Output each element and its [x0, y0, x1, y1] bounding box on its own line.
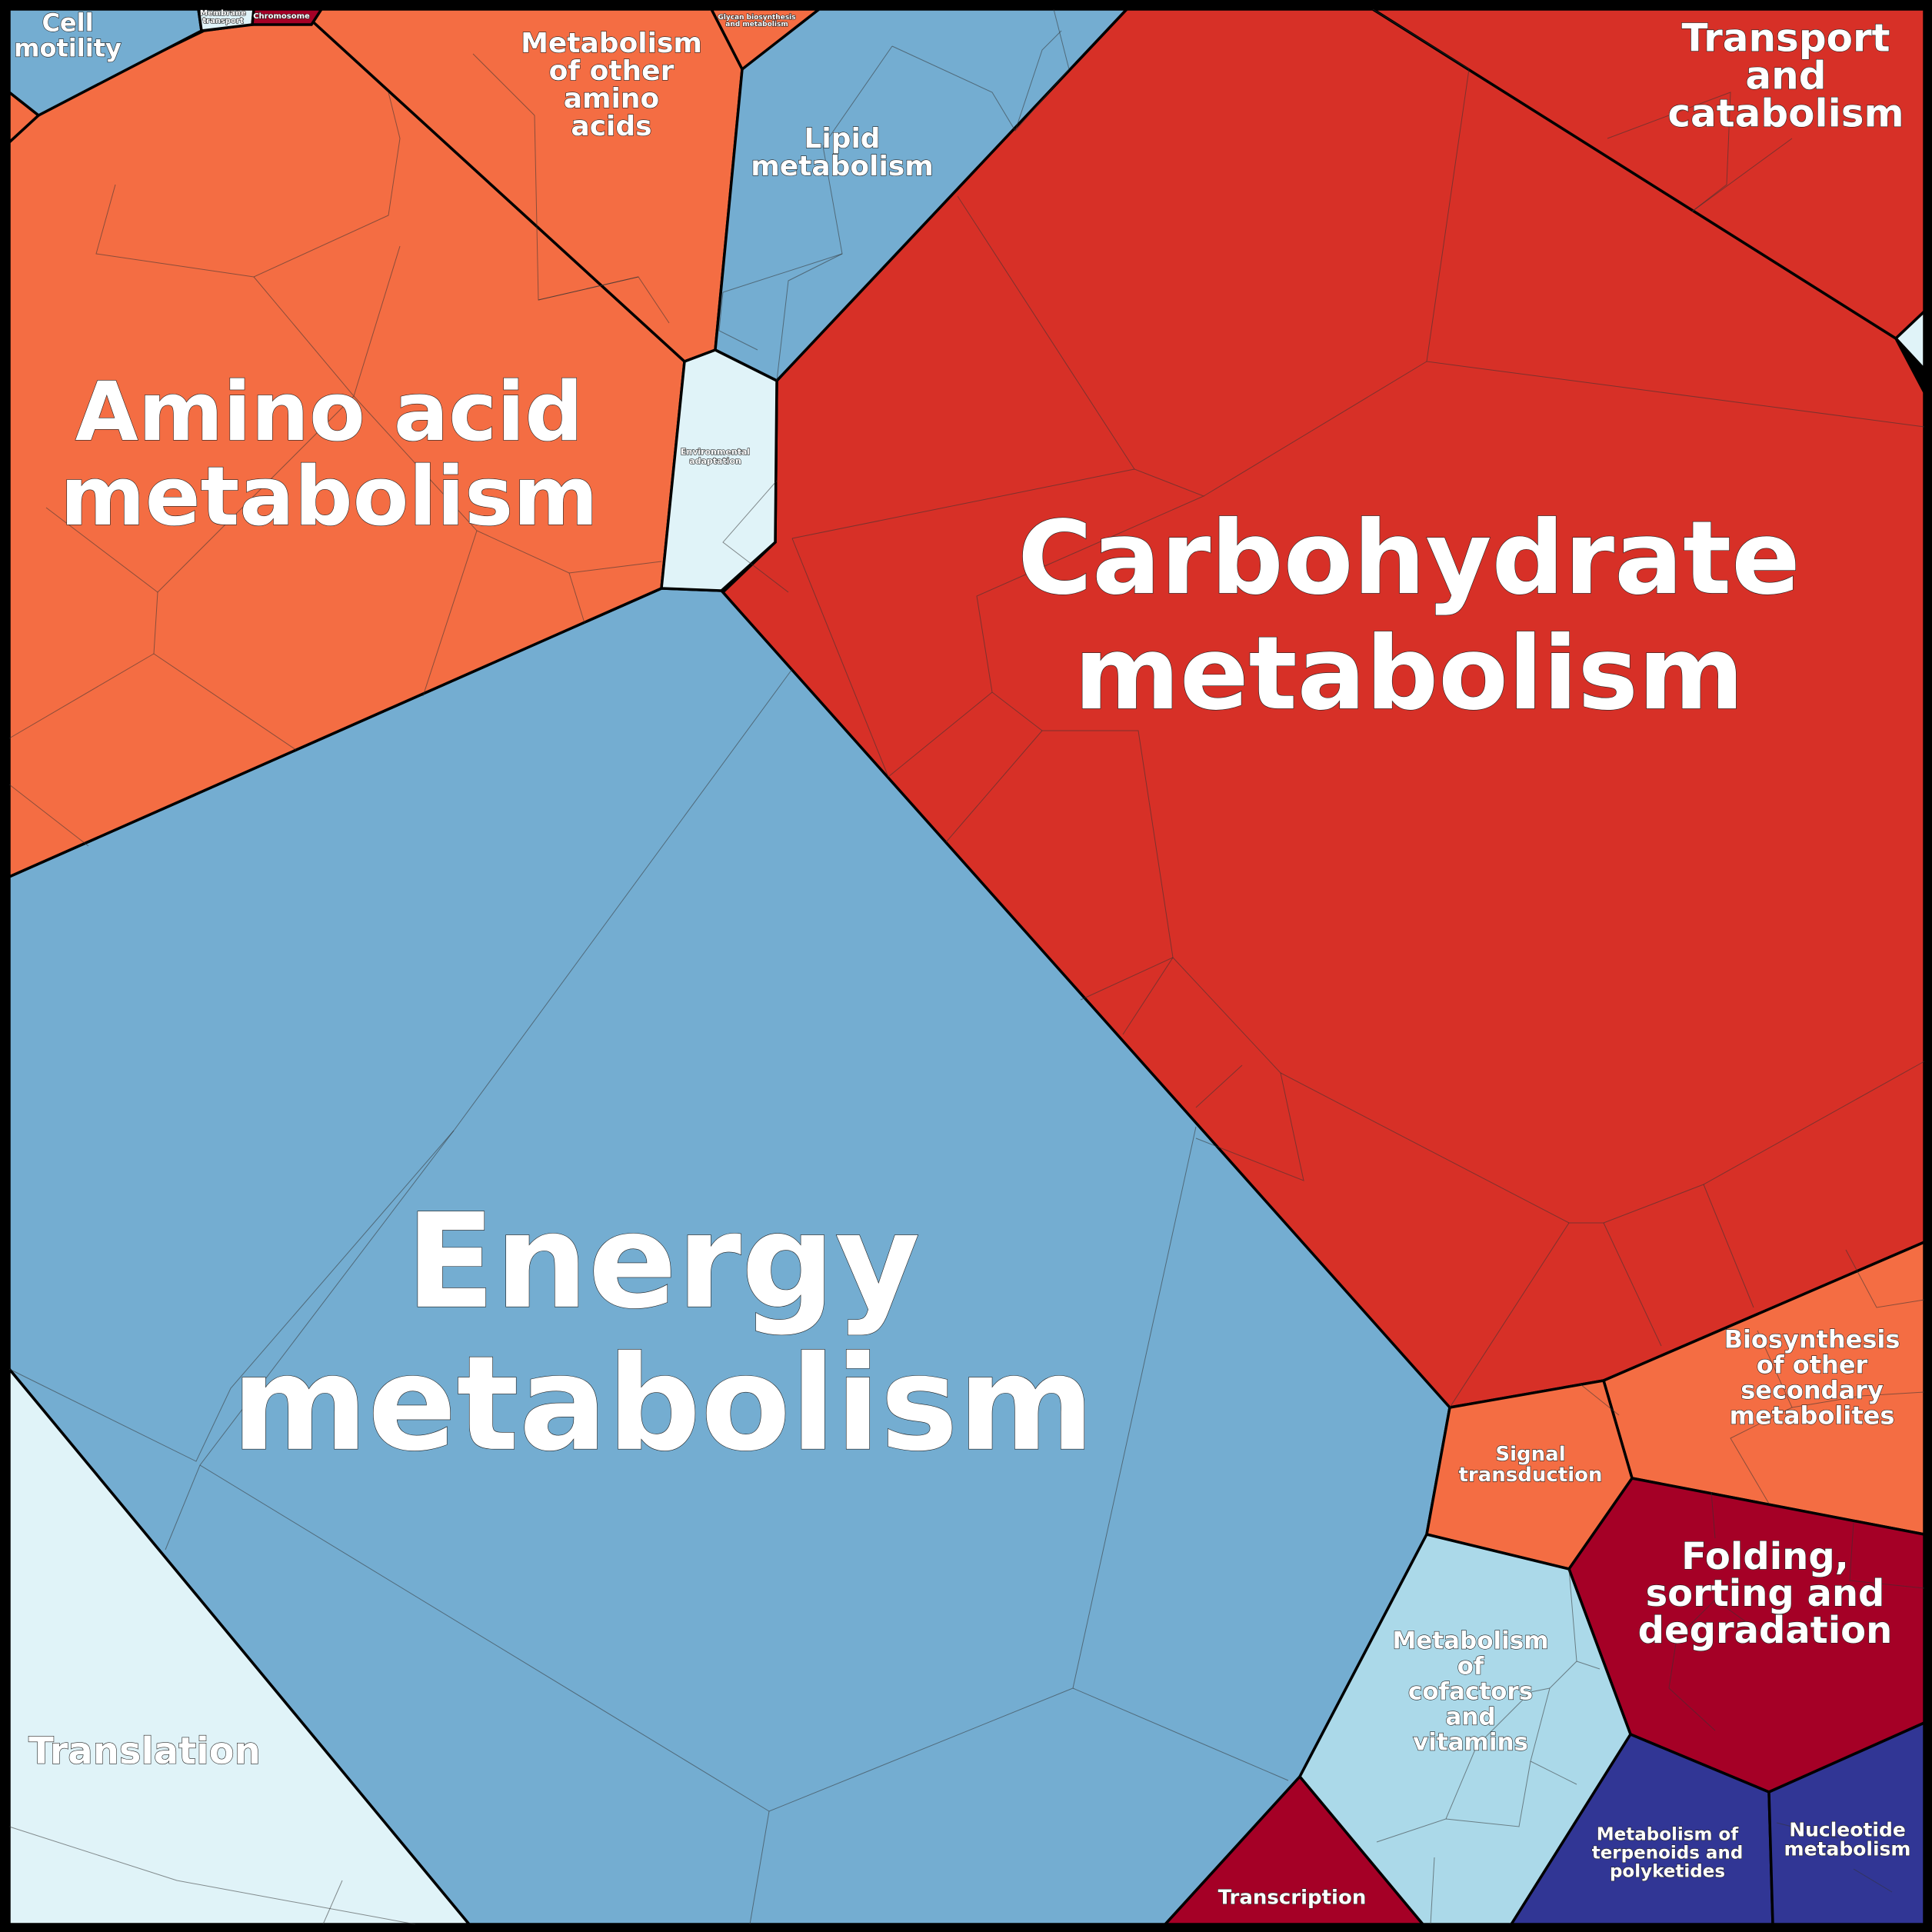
label-line: Translation: [28, 1730, 261, 1773]
label-line: of: [1457, 1653, 1484, 1681]
cell-environmental-adaptation: [660, 348, 778, 592]
label-line: Membrane: [200, 9, 246, 18]
label-environmental: Environmental adaptation: [681, 447, 750, 466]
label-lipid: Lipid metabolism: [751, 123, 934, 182]
label-line: secondary: [1740, 1376, 1884, 1405]
label-cofactors: Metabolism of cofactors and vitamins: [1392, 1627, 1548, 1757]
label-cell-motility: Cell motility: [14, 8, 122, 63]
label-line: Carbohydrate: [1018, 499, 1800, 618]
label-line: catabolism: [1667, 92, 1904, 136]
cell-cell-motility: [8, 8, 203, 118]
label-line: vitamins: [1413, 1729, 1528, 1757]
label-line: and: [1745, 54, 1826, 98]
label-line: Metabolism: [1392, 1627, 1548, 1655]
label-line: amino: [564, 83, 660, 115]
label-terpenoids: Metabolism of terpenoids and polyketides: [1592, 1825, 1744, 1882]
cell-transcription: [1162, 1774, 1426, 1926]
label-translation: Translation: [28, 1730, 261, 1773]
label-line: terpenoids and: [1592, 1844, 1744, 1864]
label-line: Transcription: [1218, 1887, 1367, 1910]
label-line: Biosynthesis: [1724, 1325, 1900, 1354]
label-line: polyketides: [1610, 1862, 1725, 1882]
label-line: Chromosome: [253, 12, 310, 21]
label-line: adaptation: [689, 456, 741, 466]
label-line: cofactors: [1408, 1678, 1533, 1706]
label-line: Energy: [406, 1186, 921, 1338]
label-energy: Energy metabolism: [232, 1186, 1094, 1481]
label-line: degradation: [1638, 1609, 1893, 1652]
label-line: metabolism: [60, 449, 598, 544]
label-line: Lipid: [804, 123, 880, 155]
label-line: of other: [549, 55, 675, 87]
label-transport: Transport and catabolism: [1667, 16, 1904, 136]
label-line: transport: [202, 17, 243, 25]
label-line: metabolism: [232, 1328, 1094, 1481]
label-signal: Signal transduction: [1458, 1443, 1602, 1487]
label-chromosome: Chromosome: [253, 12, 310, 21]
label-line: Signal: [1495, 1443, 1565, 1466]
label-glycan: Glycan biosynthesis and metabolism: [718, 14, 795, 28]
cell-glycan-biosynthesis: [709, 8, 824, 72]
label-line: Glycan biosynthesis: [718, 14, 795, 22]
label-line: metabolism: [1074, 615, 1744, 733]
label-line: Cell: [42, 8, 93, 38]
label-line: Metabolism: [521, 28, 702, 59]
label-line: Transport: [1681, 16, 1890, 61]
label-carbohydrate: Carbohydrate metabolism: [1018, 499, 1800, 733]
label-line: transduction: [1458, 1464, 1602, 1487]
label-line: Amino acid: [75, 365, 584, 459]
cell-translation: [8, 1365, 472, 1926]
label-line: metabolism: [1784, 1838, 1911, 1860]
label-line: Metabolism of: [1597, 1825, 1739, 1845]
label-other-amino: Metabolism of other amino acids: [521, 28, 702, 142]
label-line: Folding,: [1681, 1535, 1849, 1578]
label-membrane: Membrane transport: [200, 9, 246, 25]
label-amino: Amino acid metabolism: [60, 365, 598, 544]
label-line: metabolism: [751, 151, 934, 182]
sub-pathway-divisions: [8, 8, 1925, 1925]
cell-nucleotide-metabolism: [1767, 1720, 1926, 1926]
label-folding: Folding, sorting and degradation: [1638, 1535, 1893, 1652]
label-transcription: Transcription: [1218, 1887, 1367, 1910]
cell-small-right: [1894, 308, 1926, 373]
label-biosynthesis: Biosynthesis of other secondary metabolites: [1724, 1325, 1900, 1431]
cell-chromosome: [251, 8, 325, 26]
label-line: and: [1445, 1704, 1495, 1731]
cell-small-left: [8, 89, 41, 145]
label-line: of other: [1757, 1351, 1868, 1380]
label-line: acids: [571, 111, 651, 142]
label-line: motility: [14, 34, 122, 63]
label-line: metabolites: [1730, 1401, 1895, 1431]
label-line: Nucleotide: [1789, 1819, 1906, 1841]
label-line: sorting and: [1646, 1572, 1885, 1615]
label-line: Environmental: [681, 447, 750, 457]
label-line: and metabolism: [725, 21, 788, 28]
label-nucleotide: Nucleotide metabolism: [1784, 1819, 1911, 1860]
